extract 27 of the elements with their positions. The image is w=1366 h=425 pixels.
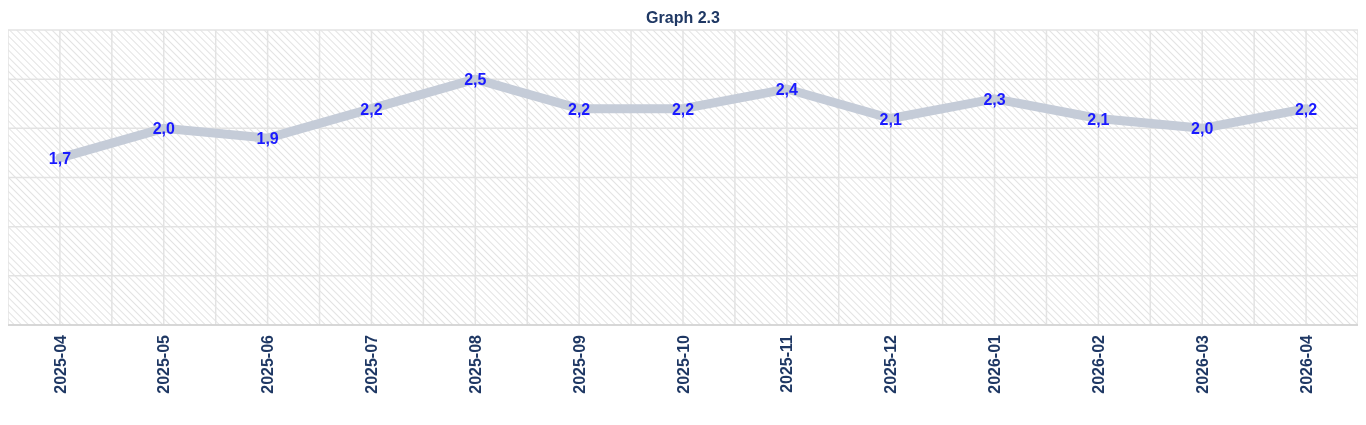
data-label: 2,0 bbox=[152, 120, 175, 138]
data-label: 1,9 bbox=[256, 130, 279, 148]
data-label: 2,1 bbox=[1087, 110, 1110, 128]
data-label: 1,7 bbox=[48, 149, 72, 167]
x-tick-label: 2025-05 bbox=[155, 334, 173, 394]
data-label: 2,4 bbox=[775, 81, 799, 98]
data-label: 2,0 bbox=[1191, 120, 1214, 138]
x-tick-label: 2025-12 bbox=[882, 334, 900, 394]
data-label: 2,5 bbox=[464, 71, 487, 89]
chart-title: Graph 2.3 bbox=[646, 9, 720, 26]
data-label: 2,2 bbox=[671, 100, 695, 118]
x-tick-label: 2026-02 bbox=[1089, 334, 1107, 394]
x-tick-label: 2025-07 bbox=[363, 334, 381, 394]
data-label: 2,2 bbox=[360, 100, 383, 118]
x-tick-label: 2025-09 bbox=[570, 334, 588, 394]
x-tick-label: 2026-01 bbox=[986, 334, 1004, 394]
data-label: 2,3 bbox=[983, 90, 1006, 108]
x-tick-label: 2025-11 bbox=[778, 334, 796, 393]
x-tick-label: 2025-06 bbox=[259, 334, 277, 394]
data-label: 2,2 bbox=[1294, 100, 1318, 118]
x-tick-label: 2026-04 bbox=[1297, 334, 1315, 394]
x-tick-label: 2025-10 bbox=[674, 334, 692, 394]
x-tick-label: 2026-03 bbox=[1193, 334, 1211, 394]
x-tick-label: 2025-04 bbox=[51, 334, 69, 394]
data-label: 2,1 bbox=[879, 110, 902, 128]
x-tick-label: 2025-08 bbox=[466, 334, 484, 394]
data-label: 2,2 bbox=[568, 100, 591, 118]
